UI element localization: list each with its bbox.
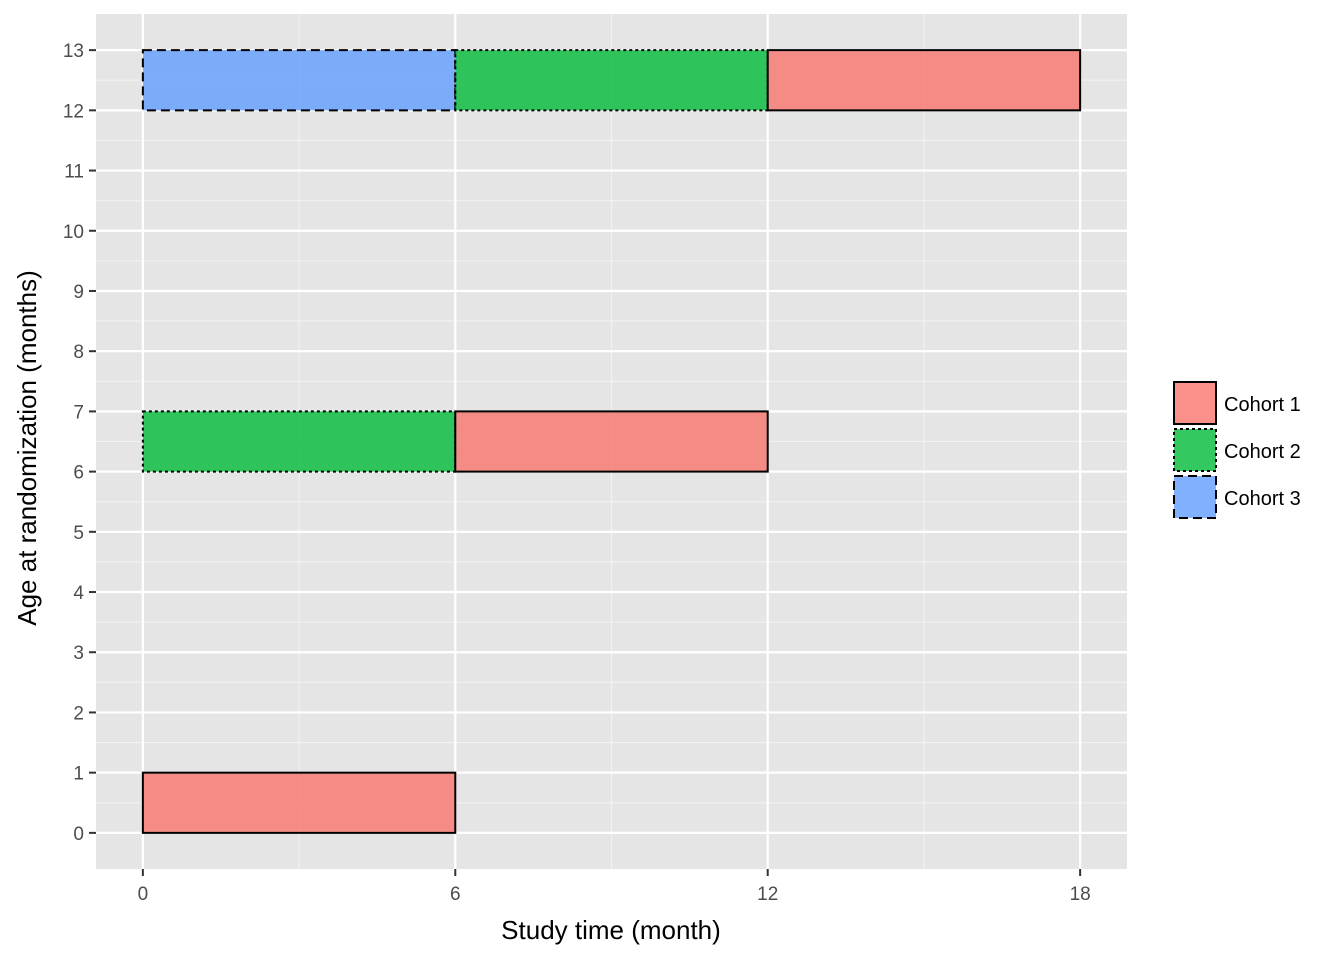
y-tick-label: 8 — [73, 342, 84, 363]
x-axis-title: Study time (month) — [501, 915, 721, 945]
y-tick-label: 5 — [73, 523, 84, 544]
x-tick-label: 6 — [450, 884, 461, 905]
y-tick-label: 10 — [63, 222, 84, 243]
y-tick-label: 2 — [73, 703, 84, 724]
y-tick-label: 6 — [73, 463, 84, 484]
legend: Cohort 1 Cohort 2 Cohort 3 — [1173, 381, 1301, 519]
y-tick-label: 3 — [73, 643, 84, 664]
data-rectangles — [141, 49, 1082, 834]
y-tick-label: 4 — [73, 583, 84, 604]
rect-cohort-2 — [141, 410, 457, 473]
legend-label: Cohort 3 — [1224, 488, 1301, 510]
rect-cohort-1 — [766, 49, 1082, 112]
rect-cohort-1 — [454, 410, 769, 473]
legend-key-cohort-3 — [1173, 475, 1217, 519]
rect-cohort-2 — [454, 49, 769, 112]
y-tick-label: 1 — [73, 764, 84, 785]
x-tick-label: 18 — [1070, 884, 1091, 905]
y-tick-label: 11 — [64, 162, 84, 183]
rect-cohort-3 — [141, 49, 457, 112]
y-tick-label: 7 — [73, 402, 84, 423]
legend-key-cohort-1 — [1173, 381, 1217, 425]
x-tick-label: 0 — [138, 884, 149, 905]
x-axis: 0 6 12 18 — [138, 869, 1091, 905]
legend-label: Cohort 2 — [1224, 441, 1301, 463]
y-tick-label: 9 — [73, 282, 84, 303]
legend-key-cohort-2 — [1173, 428, 1217, 472]
y-axis-title: Age at randomization (months) — [12, 270, 42, 626]
x-tick-label: 12 — [757, 884, 778, 905]
rect-cohort-1 — [141, 771, 457, 834]
y-tick-label: 0 — [73, 824, 84, 845]
y-tick-label: 13 — [63, 41, 84, 62]
y-tick-label: 12 — [63, 101, 84, 122]
legend-label: Cohort 1 — [1224, 394, 1301, 416]
